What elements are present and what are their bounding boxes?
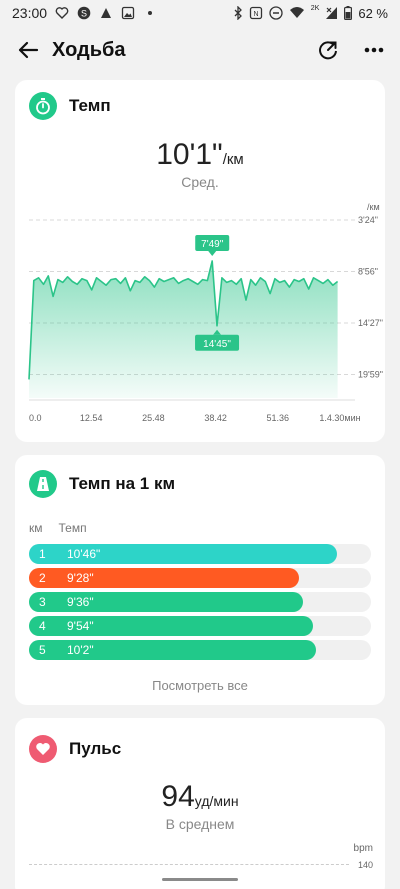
svg-text:N: N xyxy=(253,11,258,18)
split-row: 2 9'28" xyxy=(29,568,371,588)
pace-caption: Сред. xyxy=(181,174,219,190)
share-button[interactable] xyxy=(316,38,340,62)
split-row: 5 10'2" xyxy=(29,640,371,660)
wifi-icon xyxy=(289,7,304,18)
splits-header-row: км Темп xyxy=(15,521,385,535)
split-pace: 9'54" xyxy=(67,619,94,633)
network-speed: 2K xyxy=(310,4,320,12)
pace-line xyxy=(28,260,339,380)
pulse-unit: уд/мин xyxy=(194,793,239,809)
back-button[interactable] xyxy=(14,36,42,64)
splits-title: Темп на 1 км xyxy=(69,474,176,493)
skype-icon: S xyxy=(77,6,91,20)
pace-area xyxy=(29,261,338,398)
split-row: 3 9'36" xyxy=(29,592,371,612)
split-km: 4 xyxy=(39,619,46,633)
pace-card: Темп 10'1"/км Сред. /км 3'24" 8'56" 14'27" 1… xyxy=(15,80,385,442)
x-tick-label: 1.4.30мин xyxy=(319,413,360,423)
gesture-bar[interactable] xyxy=(162,878,238,881)
pulse-summary: 94уд/мин В среднем xyxy=(15,780,385,832)
pace-badge xyxy=(29,92,57,120)
max-pace-callout-pointer xyxy=(208,251,217,257)
split-row: 1 10'46" xyxy=(29,544,371,564)
pulse-card: Пульс 94уд/мин В среднем bpm 140 xyxy=(15,718,385,889)
split-km: 1 xyxy=(39,547,46,561)
splits-list: 1 10'46" 2 9'28" 3 9'36" 4 9'54" 5 10'2" xyxy=(15,544,385,660)
max-pace-callout-box xyxy=(195,235,230,252)
pulse-caption: В среднем xyxy=(165,816,235,832)
signal-icon xyxy=(326,7,338,19)
back-arrow-icon xyxy=(18,41,39,59)
pace-unit: /км xyxy=(222,151,244,168)
gallery-icon xyxy=(121,6,135,20)
split-bar xyxy=(29,544,337,564)
split-bar xyxy=(29,640,316,660)
pace-title: Темп xyxy=(69,96,111,115)
pulse-card-header: Пульс xyxy=(15,718,385,780)
split-pace: 9'36" xyxy=(67,595,94,609)
heart-notification-icon xyxy=(55,7,69,19)
min-pace-callout-pointer xyxy=(213,329,222,335)
strava-icon xyxy=(101,8,112,18)
pace-card-header: Темп xyxy=(15,80,385,132)
heart-icon xyxy=(36,743,50,755)
do-not-disturb-icon xyxy=(269,6,283,20)
share-icon xyxy=(319,41,337,60)
max-pace-callout-label: 7'49" xyxy=(201,239,224,250)
pulse-value: 94 xyxy=(161,780,195,813)
bluetooth-icon xyxy=(234,6,242,20)
system-icons: N 2K 62 % xyxy=(233,4,388,21)
splits-badge xyxy=(29,470,57,498)
min-pace-callout-label: 14'45" xyxy=(203,339,231,350)
road-icon xyxy=(37,477,49,491)
app-bar: Ходьба xyxy=(0,26,400,74)
min-pace-callout-box xyxy=(195,334,240,351)
y-tick-label: 8'56" xyxy=(358,267,378,277)
pace-value: 10'1" xyxy=(156,138,223,171)
see-all-link[interactable]: Посмотреть все xyxy=(152,678,248,693)
splits-card-header: Темп на 1 км xyxy=(15,455,385,513)
x-tick-label: 25.48 xyxy=(142,413,165,423)
y-tick-label: 14'27" xyxy=(358,318,383,328)
split-pace: 10'2" xyxy=(67,643,94,657)
splits-card: Темп на 1 км км Темп 1 10'46" 2 9'28" 3 9'36"… xyxy=(15,455,385,705)
x-tick-label: 38.42 xyxy=(204,413,227,423)
split-bar xyxy=(29,616,313,636)
battery-level: 62 % xyxy=(358,5,388,21)
x-tick-label: 51.36 xyxy=(267,413,290,423)
pace-summary: 10'1"/км Сред. xyxy=(15,138,385,190)
x-tick-label: 12.54 xyxy=(80,413,103,423)
y-tick-label: 19'59" xyxy=(358,370,383,380)
split-pace: 10'46" xyxy=(67,547,101,561)
split-bar xyxy=(29,592,303,612)
pace-chart: /км 3'24" 8'56" 14'27" 19'59" 0.0 12.54 25.48 38… xyxy=(28,202,383,423)
battery-icon xyxy=(344,6,353,20)
y-tick-label: 3'24" xyxy=(358,215,378,225)
pulse-axis-unit: bpm xyxy=(353,843,373,854)
split-km: 5 xyxy=(39,643,46,657)
dot-icon xyxy=(148,11,153,15)
y-axis-unit: /км xyxy=(367,202,380,212)
split-pace: 9'28" xyxy=(67,571,94,585)
more-button[interactable] xyxy=(362,38,386,62)
x-tick-label: 0.0 xyxy=(29,413,42,423)
splits-col-km: км xyxy=(29,521,43,535)
pulse-grid-line xyxy=(29,864,349,865)
notification-icons: S xyxy=(55,6,157,20)
stopwatch-icon xyxy=(36,98,50,115)
split-bar xyxy=(29,568,299,588)
nfc-icon: N xyxy=(249,6,262,20)
more-icon xyxy=(364,47,384,53)
pulse-axis-top: 140 xyxy=(357,860,373,870)
svg-text:S: S xyxy=(81,9,87,19)
status-bar: 23:00 S N 2K 62 % xyxy=(0,0,400,26)
split-km: 2 xyxy=(39,571,46,585)
pulse-title: Пульс xyxy=(69,739,122,758)
split-row: 4 9'54" xyxy=(29,616,371,636)
splits-col-pace: Темп xyxy=(58,521,87,535)
status-time: 23:00 xyxy=(12,5,48,21)
split-km: 3 xyxy=(39,595,46,609)
page-title: Ходьба xyxy=(52,38,126,61)
pulse-badge xyxy=(29,735,57,763)
